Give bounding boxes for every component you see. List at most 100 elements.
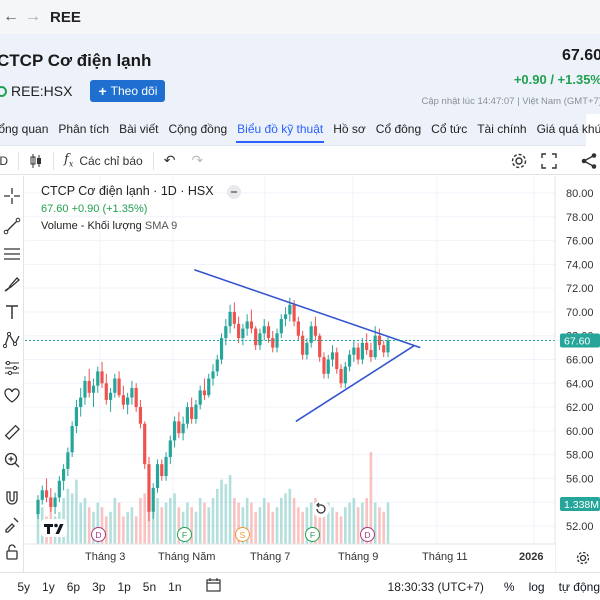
collapse-legend-icon[interactable] (227, 184, 242, 199)
triangle-pattern[interactable] (194, 269, 421, 423)
horizontal-lines-icon[interactable] (2, 244, 22, 264)
candle-body (172, 421, 177, 441)
volume-bar (104, 516, 108, 544)
follow-button[interactable]: + Theo dõi (90, 80, 166, 102)
ruler-icon[interactable] (2, 422, 22, 442)
tab-analysis[interactable]: Phân tích (58, 121, 110, 136)
heart-icon[interactable] (2, 386, 22, 406)
volume-bar (288, 488, 292, 544)
time-axis[interactable]: Tháng 3 Tháng Năm Tháng 7 Tháng 9 Tháng … (25, 543, 555, 572)
price-axis[interactable]: 80.0078.0076.0074.0072.0070.0068.0066.00… (566, 188, 594, 533)
volume-bar (382, 511, 386, 544)
trend-line-icon[interactable] (2, 216, 22, 236)
timezone-clock[interactable]: 18:30:33 (UTC+7) (387, 579, 484, 594)
dividend-event-icon[interactable]: D (360, 527, 375, 542)
tab-community[interactable]: Cộng đồng (168, 121, 228, 136)
crosshair-icon[interactable] (2, 186, 22, 206)
chart-grid (25, 176, 555, 544)
current-price-tag-text: 67.60 (564, 335, 590, 347)
undo-icon[interactable]: ↶ (163, 152, 176, 168)
price-tick-label: 60.00 (566, 426, 594, 438)
tab-overview[interactable]: Tổng quan (0, 121, 49, 136)
price-chart[interactable]: 80.0078.0076.0074.0072.0070.0068.0066.00… (25, 176, 600, 574)
volume-bar (113, 498, 117, 544)
toolbar-divider (53, 151, 54, 170)
candle-body (266, 326, 271, 339)
range-3m-button[interactable]: 3p (92, 579, 106, 594)
tab-history[interactable]: Giá quá khứ (536, 121, 600, 136)
candle-body (356, 347, 360, 360)
volume-bar (262, 498, 266, 544)
drawing-tools-panel (0, 176, 24, 600)
price-tick-label: 74.00 (566, 259, 594, 271)
volume-bar (100, 507, 104, 544)
tab-technical-chart[interactable]: Biểu đồ kỹ thuật (232, 114, 328, 146)
price-tick-label: 56.00 (566, 473, 594, 485)
text-tool-icon[interactable] (2, 302, 22, 322)
candle-type-icon[interactable] (29, 153, 43, 169)
volume-bar (134, 516, 138, 544)
volume-bar (365, 498, 368, 544)
volume-bar (378, 507, 381, 544)
volume-bar (198, 498, 202, 544)
arrow-left-icon[interactable]: ← (3, 8, 19, 25)
lock-drawing-icon[interactable] (2, 514, 22, 534)
toolbar-divider (18, 151, 19, 170)
triangle-lower-line[interactable] (295, 344, 415, 423)
chart-settings-gear-icon[interactable] (576, 551, 590, 565)
volume-bar (237, 502, 240, 544)
tradingview-logo-icon[interactable] (41, 519, 67, 537)
split-event-icon[interactable]: S (235, 527, 250, 542)
volume-bar (258, 507, 262, 544)
volume-bar (314, 498, 317, 544)
indicators-button[interactable]: fx Các chỉ báo (64, 152, 143, 169)
auto-scale-toggle[interactable]: tự động (558, 579, 600, 594)
share-icon[interactable] (580, 152, 598, 170)
status-dot-icon (0, 85, 7, 97)
fullscreen-icon[interactable] (541, 153, 557, 169)
range-1y-button[interactable]: 1y (42, 579, 55, 594)
volume-bar (352, 498, 356, 544)
arrow-right-icon[interactable]: → (25, 8, 41, 25)
candle-body (352, 347, 356, 355)
magnet-icon[interactable] (2, 488, 22, 508)
volume-bar (271, 511, 275, 544)
go-to-date-icon[interactable] (200, 578, 228, 595)
candle-body (168, 440, 172, 458)
financial-event-icon[interactable]: F (177, 527, 192, 542)
log-toggle[interactable]: log (528, 579, 545, 594)
price-tick-label: 80.00 (566, 188, 594, 200)
volume-tag (560, 497, 600, 511)
range-5y-button[interactable]: 5y (17, 579, 31, 594)
range-6m-button[interactable]: 6p (66, 579, 81, 594)
candle-body (360, 342, 364, 360)
settings-gear-icon[interactable] (510, 152, 528, 170)
tab-articles[interactable]: Bài viết (119, 121, 159, 136)
volume-bar (309, 502, 313, 544)
candle-body (279, 319, 283, 334)
range-1d-button[interactable]: 1n (168, 579, 182, 594)
percent-toggle[interactable]: % (503, 579, 515, 594)
volume-bar (194, 511, 198, 544)
candle-body (40, 490, 44, 500)
dividend-event-icon[interactable]: D (91, 527, 106, 542)
reset-chart-icon[interactable] (312, 500, 330, 518)
candle-body (91, 385, 96, 393)
current-price-tag (560, 333, 600, 348)
triangle-upper-line[interactable] (194, 269, 421, 349)
interval-button[interactable]: 1D (0, 153, 8, 168)
lock-icon[interactable] (2, 542, 22, 562)
candle-body (326, 359, 330, 374)
financial-event-icon[interactable]: F (305, 527, 320, 542)
forecast-tool-icon[interactable] (2, 358, 22, 378)
range-1m-button[interactable]: 1p (117, 579, 131, 594)
tab-dividends[interactable]: Cổ tức (431, 121, 468, 136)
tab-profile[interactable]: Hồ sơ (333, 121, 366, 136)
pattern-tool-icon[interactable] (2, 330, 22, 350)
brush-icon[interactable] (2, 274, 22, 294)
redo-icon[interactable]: ↷ (191, 152, 204, 168)
range-5d-button[interactable]: 5n (142, 579, 157, 594)
tab-shareholders[interactable]: Cổ đông (375, 121, 422, 136)
zoom-in-icon[interactable] (2, 450, 22, 470)
tab-financials[interactable]: Tài chính (477, 121, 527, 136)
